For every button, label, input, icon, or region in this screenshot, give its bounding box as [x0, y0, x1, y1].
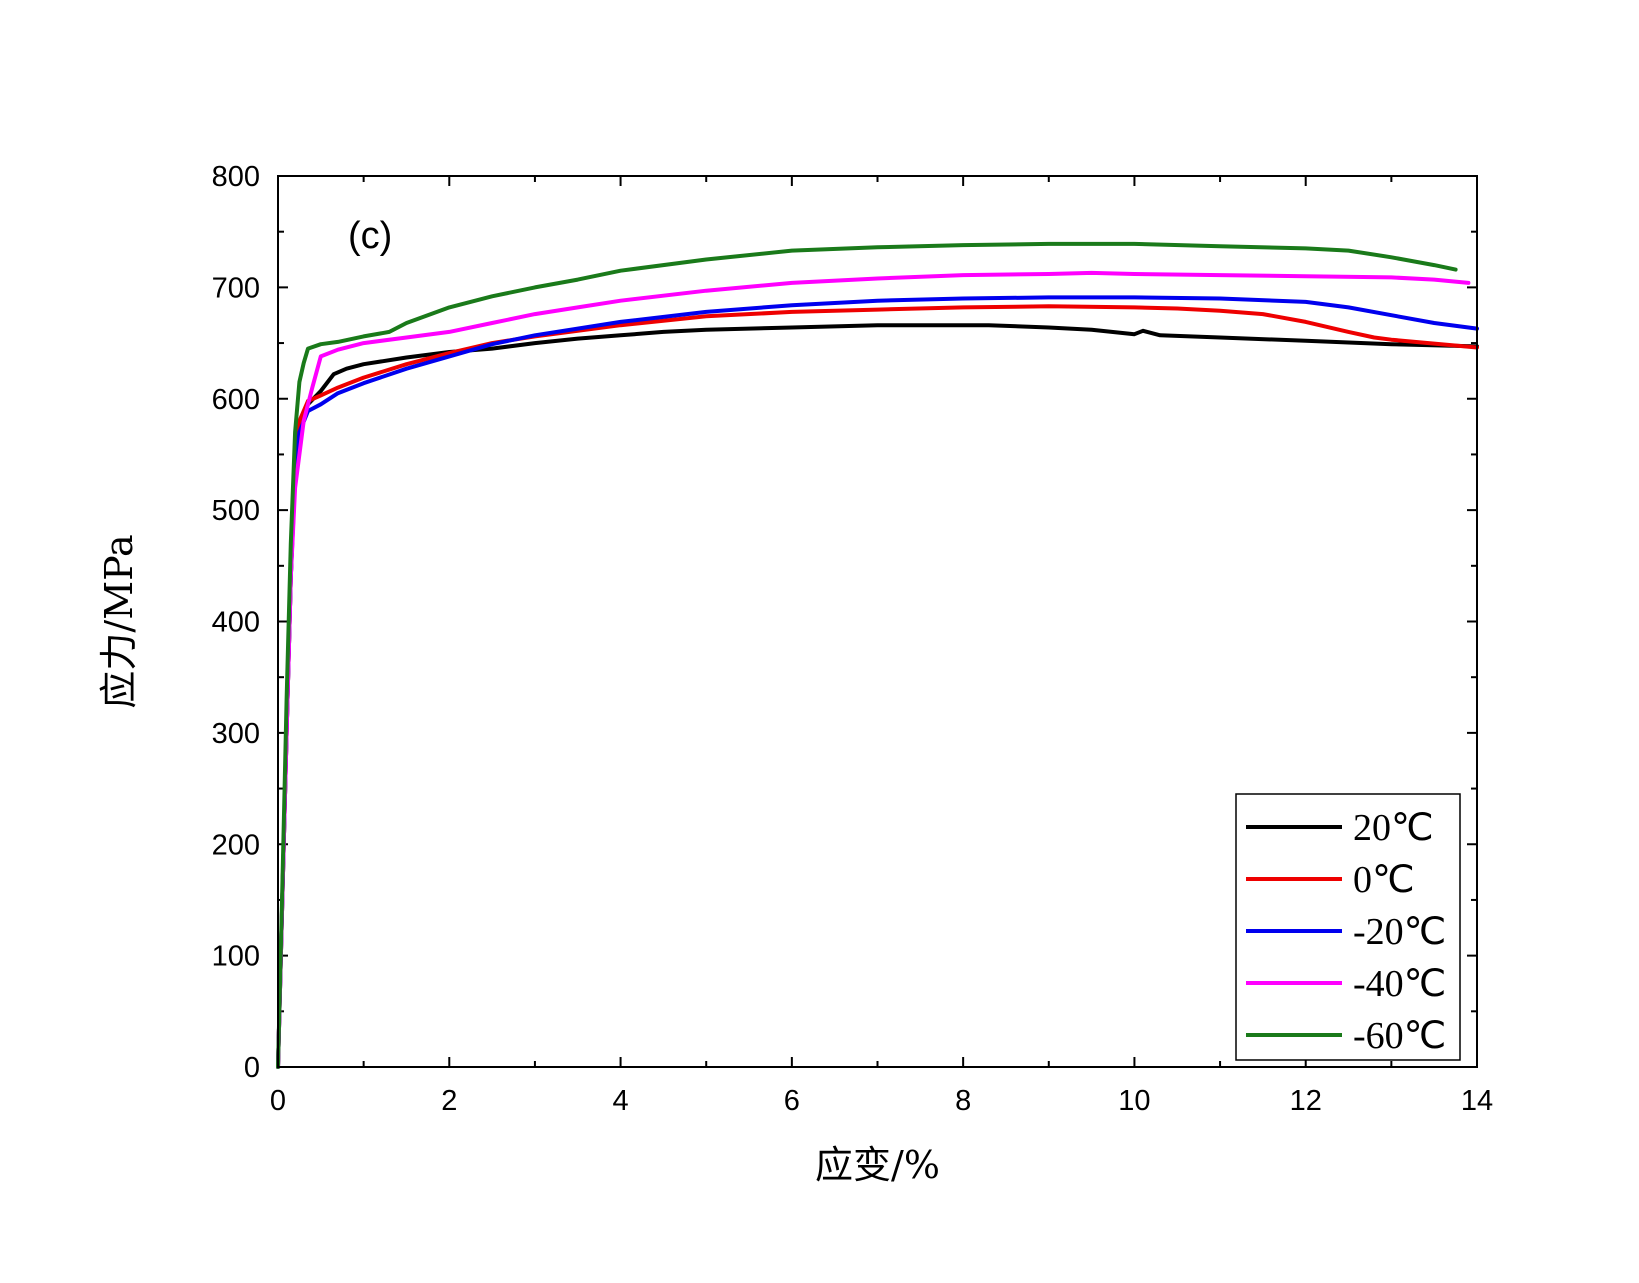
x-tick-label: 0: [270, 1085, 286, 1117]
x-tick-label: 14: [1461, 1085, 1493, 1117]
y-tick-label: 600: [212, 384, 260, 416]
legend-label: 0℃: [1353, 859, 1415, 901]
series-lines: [276, 241, 1479, 1069]
legend-box: [1235, 793, 1461, 1061]
x-tick-label: 4: [613, 1085, 629, 1117]
series-line: [276, 270, 1471, 1069]
y-tick-label: 100: [212, 941, 260, 973]
series-line: [276, 304, 1479, 1069]
y-axis-ticks: 0 100 200 300 400 500 600 700 800: [212, 161, 1477, 1084]
legend-label: -20℃: [1353, 911, 1446, 953]
legend-label: 20℃: [1353, 807, 1434, 849]
y-tick-label: 400: [212, 607, 260, 639]
legend-label: -60℃: [1353, 1015, 1446, 1057]
panel-label: (c): [348, 215, 392, 257]
y-tick-label: 200: [212, 829, 260, 861]
legend: 20℃ 0℃ -20℃ -40℃ -60℃: [1235, 793, 1461, 1061]
series-line: [276, 241, 1458, 1069]
y-axis-title: 应力/MPa: [97, 534, 141, 708]
x-tick-label: 2: [441, 1085, 457, 1117]
series-line: [276, 295, 1479, 1069]
x-tick-label: 6: [784, 1085, 800, 1117]
x-tick-label: 8: [955, 1085, 971, 1117]
x-axis-title: 应变/%: [815, 1143, 940, 1187]
legend-label: -40℃: [1353, 963, 1446, 1005]
y-tick-label: 700: [212, 272, 260, 304]
y-tick-label: 500: [212, 495, 260, 527]
y-tick-label: 0: [244, 1052, 260, 1084]
y-tick-label: 300: [212, 718, 260, 750]
y-tick-label: 800: [212, 161, 260, 193]
x-tick-label: 12: [1290, 1085, 1322, 1117]
x-tick-label: 10: [1118, 1085, 1150, 1117]
plot-frame: [277, 175, 1478, 1068]
